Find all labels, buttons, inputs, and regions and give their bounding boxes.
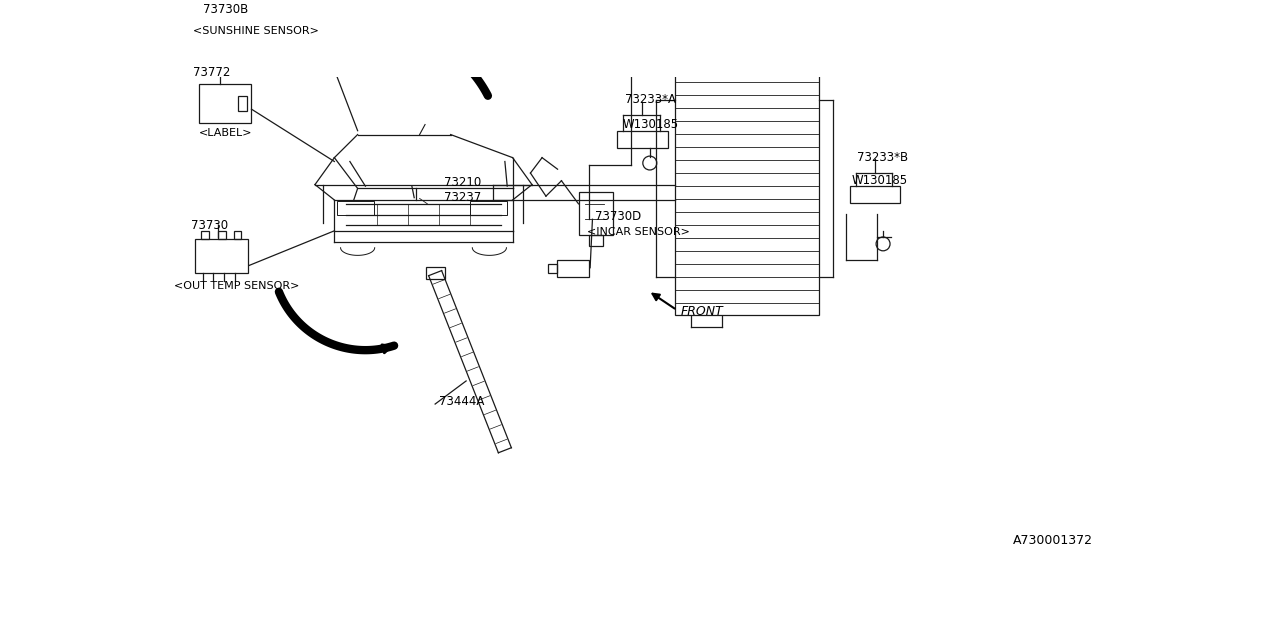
Text: 73730: 73730 [191,219,228,232]
Bar [589,235,603,246]
Text: <SUNSHINE SENSOR>: <SUNSHINE SENSOR> [192,26,319,36]
Bar [195,239,247,273]
Text: W130185: W130185 [852,174,909,188]
Bar [579,192,613,235]
Bar [298,28,310,50]
Bar [617,131,668,148]
Bar [238,96,247,111]
Bar [201,231,209,239]
Text: <OUT TEMP SENSOR>: <OUT TEMP SENSOR> [174,281,300,291]
Text: 73444A: 73444A [439,396,484,408]
Text: 73237: 73237 [444,191,481,204]
Bar [234,231,242,239]
Text: <LABEL>: <LABEL> [198,128,252,138]
Bar [218,231,225,239]
Text: 73730B: 73730B [204,3,248,15]
Bar [426,267,445,279]
Text: FRONT: FRONT [681,305,723,318]
Bar [557,260,589,277]
Bar [548,264,557,273]
Text: 73730D: 73730D [595,211,641,223]
Bar [300,50,308,58]
Bar [850,186,900,203]
Text: 73233*A: 73233*A [625,93,676,106]
Text: 73210: 73210 [444,176,481,189]
Text: A730001372: A730001372 [1012,534,1093,547]
Text: 73772: 73772 [192,67,230,79]
Bar [676,31,819,316]
Text: 73233*B: 73233*B [858,151,909,164]
Bar [198,84,251,123]
Text: <INCAR SENSOR>: <INCAR SENSOR> [588,227,690,237]
Bar [470,201,507,214]
Text: W130185: W130185 [622,118,678,131]
Bar [337,201,374,214]
